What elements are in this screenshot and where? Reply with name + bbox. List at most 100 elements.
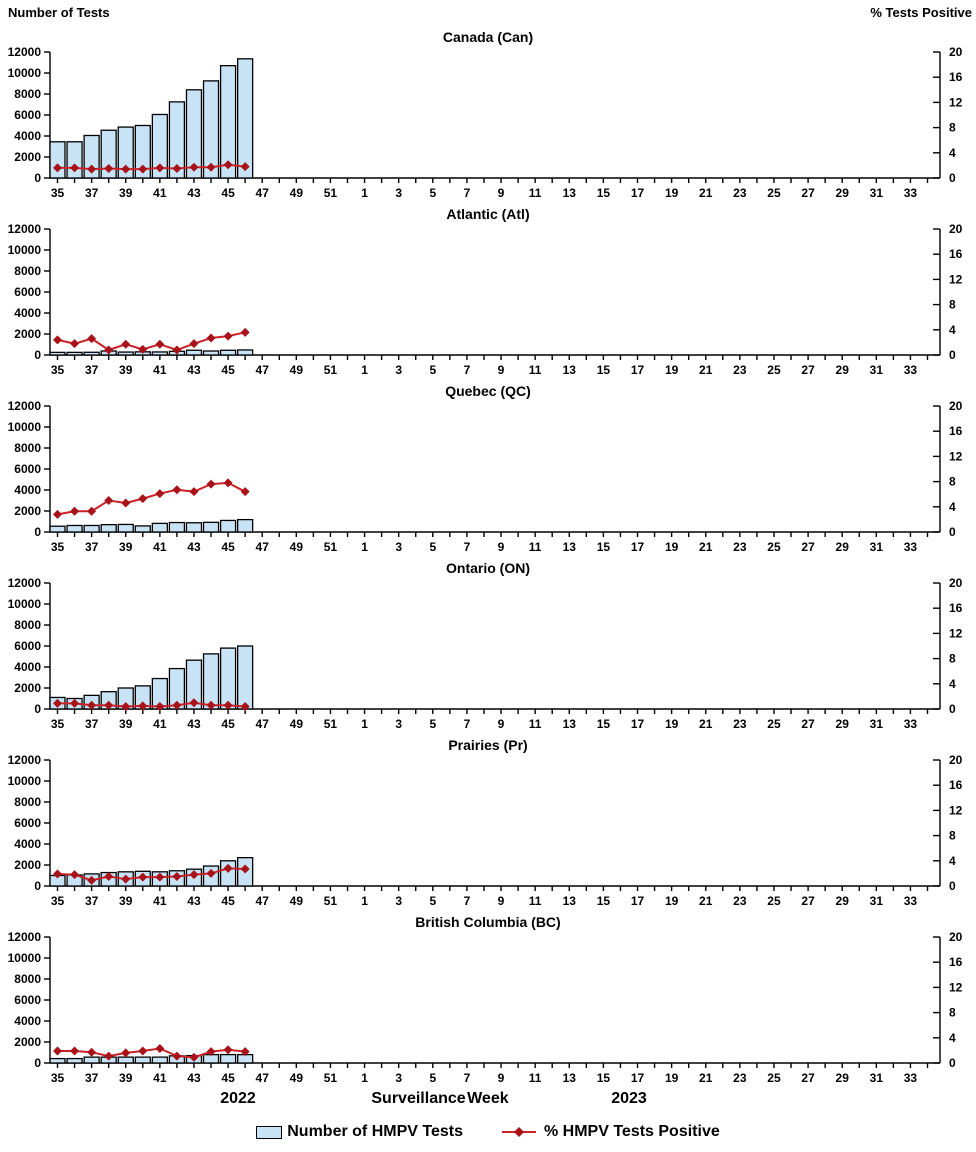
svg-text:29: 29 xyxy=(836,186,850,200)
svg-text:0: 0 xyxy=(949,348,956,362)
svg-text:8000: 8000 xyxy=(14,795,41,809)
svg-text:33: 33 xyxy=(904,186,918,200)
svg-text:49: 49 xyxy=(290,363,304,377)
svg-text:15: 15 xyxy=(597,540,611,554)
svg-text:11: 11 xyxy=(529,363,542,377)
svg-text:19: 19 xyxy=(665,186,679,200)
svg-text:0: 0 xyxy=(949,1056,956,1070)
svg-text:43: 43 xyxy=(187,186,201,200)
svg-text:7: 7 xyxy=(464,717,471,731)
svg-text:5: 5 xyxy=(429,540,436,554)
legend-bars-label: Number of HMPV Tests xyxy=(287,1123,463,1140)
svg-text:0: 0 xyxy=(34,1056,41,1070)
chart-panel-british-columbia: 0 2000 4000 6000 8000 10000 12000 0 4 8 12 16 20 35 37… xyxy=(0,911,976,1088)
svg-text:47: 47 xyxy=(256,540,270,554)
svg-text:33: 33 xyxy=(904,1071,918,1085)
svg-text:1: 1 xyxy=(361,894,368,908)
svg-text:12: 12 xyxy=(949,95,963,109)
svg-text:17: 17 xyxy=(631,540,645,554)
svg-text:11: 11 xyxy=(529,717,542,731)
svg-text:4: 4 xyxy=(949,323,956,337)
svg-text:10000: 10000 xyxy=(8,243,42,257)
svg-text:9: 9 xyxy=(498,1071,505,1085)
svg-text:0: 0 xyxy=(949,525,956,539)
svg-text:12: 12 xyxy=(949,449,963,463)
svg-text:1: 1 xyxy=(361,363,368,377)
svg-text:1: 1 xyxy=(361,540,368,554)
svg-text:49: 49 xyxy=(290,186,304,200)
svg-text:9: 9 xyxy=(498,894,505,908)
svg-text:33: 33 xyxy=(904,717,918,731)
svg-text:0: 0 xyxy=(949,879,956,893)
svg-text:37: 37 xyxy=(85,363,99,377)
svg-text:45: 45 xyxy=(221,186,235,200)
svg-text:20: 20 xyxy=(949,222,963,236)
x-axis-footer: 2022 Surveillance Week 2023 xyxy=(0,1088,976,1116)
svg-text:0: 0 xyxy=(34,525,41,539)
svg-text:27: 27 xyxy=(801,894,815,908)
svg-text:3: 3 xyxy=(395,894,402,908)
svg-text:51: 51 xyxy=(324,894,338,908)
svg-text:4000: 4000 xyxy=(14,1014,41,1028)
svg-text:20: 20 xyxy=(949,930,963,944)
svg-text:49: 49 xyxy=(290,1071,304,1085)
svg-text:12: 12 xyxy=(949,980,963,994)
svg-text:16: 16 xyxy=(949,70,963,84)
svg-text:47: 47 xyxy=(256,1071,270,1085)
svg-text:29: 29 xyxy=(836,1071,850,1085)
svg-text:43: 43 xyxy=(187,540,201,554)
svg-text:51: 51 xyxy=(324,186,338,200)
svg-text:5: 5 xyxy=(429,894,436,908)
svg-text:33: 33 xyxy=(904,363,918,377)
svg-text:45: 45 xyxy=(221,1071,235,1085)
figure-header: Number of Tests % Tests Positive xyxy=(0,0,976,26)
svg-text:6000: 6000 xyxy=(14,993,41,1007)
svg-text:41: 41 xyxy=(153,1071,167,1085)
svg-text:29: 29 xyxy=(836,363,850,377)
chart-panels: 0 2000 4000 6000 8000 10000 12000 0 4 8 12 16 20 35 37… xyxy=(0,26,976,1088)
svg-text:43: 43 xyxy=(187,363,201,377)
x-axis-title: Surveillance Week xyxy=(371,1090,509,1107)
svg-text:51: 51 xyxy=(324,363,338,377)
svg-text:5: 5 xyxy=(429,1071,436,1085)
svg-text:8: 8 xyxy=(949,298,956,312)
svg-text:43: 43 xyxy=(187,1071,201,1085)
svg-text:49: 49 xyxy=(290,894,304,908)
svg-text:8: 8 xyxy=(949,652,956,666)
svg-text:17: 17 xyxy=(631,363,645,377)
svg-text:8000: 8000 xyxy=(14,264,41,278)
right-axis-header: % Tests Positive xyxy=(870,5,972,20)
svg-text:11: 11 xyxy=(529,186,542,200)
svg-text:19: 19 xyxy=(665,363,679,377)
svg-text:25: 25 xyxy=(767,540,781,554)
svg-text:23: 23 xyxy=(733,717,747,731)
svg-text:29: 29 xyxy=(836,540,850,554)
svg-text:8000: 8000 xyxy=(14,441,41,455)
svg-text:9: 9 xyxy=(498,540,505,554)
svg-text:15: 15 xyxy=(597,717,611,731)
svg-text:19: 19 xyxy=(665,1071,679,1085)
svg-text:6000: 6000 xyxy=(14,462,41,476)
svg-text:41: 41 xyxy=(153,894,167,908)
svg-text:7: 7 xyxy=(464,363,471,377)
svg-text:31: 31 xyxy=(870,717,884,731)
svg-text:5: 5 xyxy=(429,186,436,200)
svg-text:39: 39 xyxy=(119,894,133,908)
svg-text:0: 0 xyxy=(34,171,41,185)
svg-text:12: 12 xyxy=(949,626,963,640)
svg-text:39: 39 xyxy=(119,1071,133,1085)
legend: Number of HMPV Tests % HMPV Tests Positi… xyxy=(0,1116,976,1148)
svg-text:21: 21 xyxy=(699,186,713,200)
svg-text:35: 35 xyxy=(51,894,65,908)
svg-text:2000: 2000 xyxy=(14,504,41,518)
svg-text:17: 17 xyxy=(631,894,645,908)
svg-text:10000: 10000 xyxy=(8,597,42,611)
svg-text:20: 20 xyxy=(949,45,963,59)
svg-text:17: 17 xyxy=(631,717,645,731)
svg-text:47: 47 xyxy=(256,894,270,908)
svg-text:3: 3 xyxy=(395,540,402,554)
